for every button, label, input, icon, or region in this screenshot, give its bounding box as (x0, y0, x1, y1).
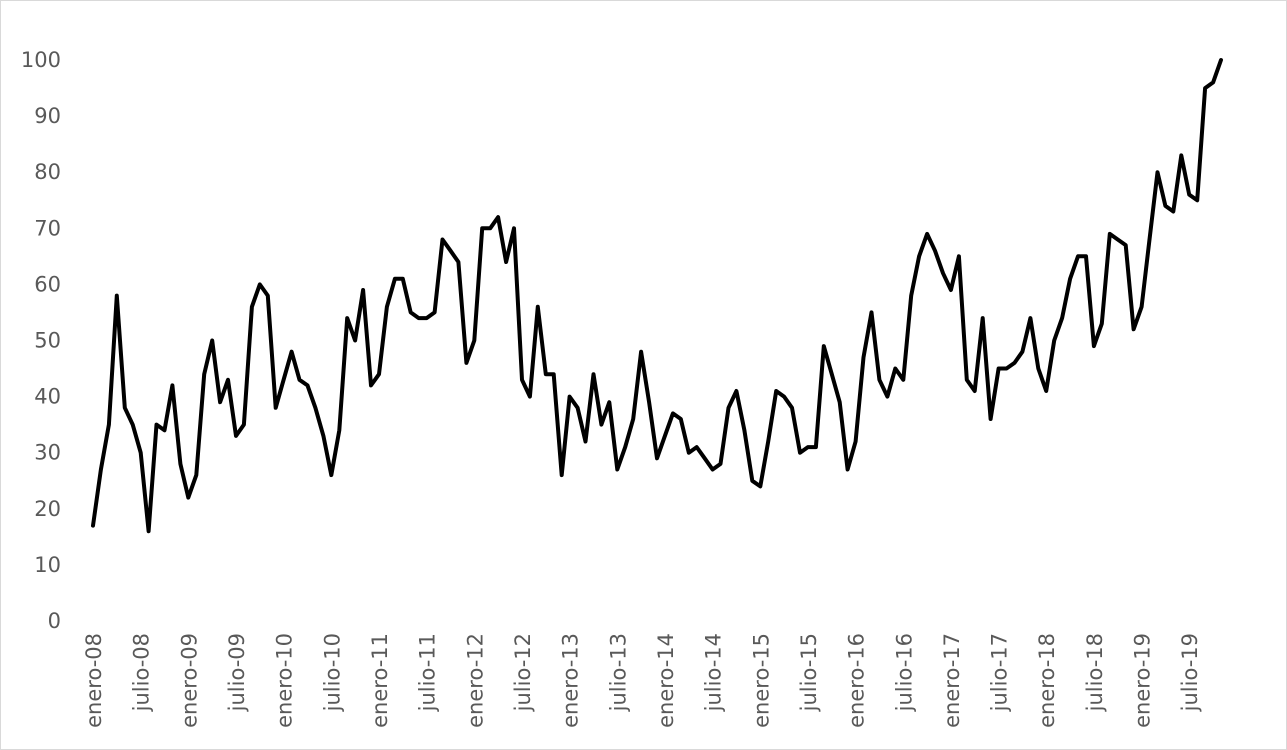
y-tick-label: 30 (34, 441, 61, 465)
y-tick-label: 40 (34, 385, 61, 409)
y-tick-label: 50 (34, 329, 61, 353)
x-tick-label: enero-13 (559, 633, 583, 728)
series-line (91, 58, 1223, 534)
y-tick-label: 90 (34, 104, 61, 128)
x-tick-label: julio-14 (702, 633, 726, 712)
y-tick-label: 10 (34, 553, 61, 577)
x-tick-label: enero-10 (273, 633, 297, 728)
x-tick-label: julio-18 (1083, 633, 1107, 712)
x-tick-label: julio-09 (225, 633, 249, 712)
x-tick-label: enero-19 (1131, 633, 1155, 728)
plot-area (91, 58, 1223, 534)
x-tick-label: julio-17 (988, 633, 1012, 712)
x-tick-label: julio-15 (797, 633, 821, 712)
x-tick-label: enero-14 (654, 633, 678, 728)
x-tick-label: julio-10 (320, 633, 344, 712)
y-tick-label: 20 (34, 497, 61, 521)
x-tick-label: julio-16 (892, 633, 916, 712)
x-tick-label: julio-12 (511, 633, 535, 712)
x-tick-label: julio-08 (130, 633, 154, 712)
y-tick-label: 100 (21, 48, 61, 72)
y-tick-label: 70 (34, 216, 61, 240)
y-tick-label: 60 (34, 272, 61, 296)
y-tick-label: 80 (34, 160, 61, 184)
x-tick-label: enero-11 (368, 633, 392, 728)
x-tick-label: enero-09 (177, 633, 201, 728)
x-axis: enero-08 julio-08 enero-09 julio-09 enero-10… (82, 633, 1202, 728)
x-tick-label: enero-18 (1035, 633, 1059, 728)
x-tick-label: julio-19 (1178, 633, 1202, 712)
y-axis: 0 10 20 30 40 50 60 70 80 90 100 (21, 48, 61, 633)
x-tick-label: enero-15 (749, 633, 773, 728)
x-tick-label: enero-16 (845, 633, 869, 728)
x-tick-label: enero-12 (463, 633, 487, 728)
x-tick-label: julio-11 (416, 633, 440, 712)
x-tick-label: enero-17 (940, 633, 964, 728)
x-tick-label: enero-08 (82, 633, 106, 728)
y-tick-label: 0 (48, 609, 61, 633)
x-tick-label: julio-13 (606, 633, 630, 712)
